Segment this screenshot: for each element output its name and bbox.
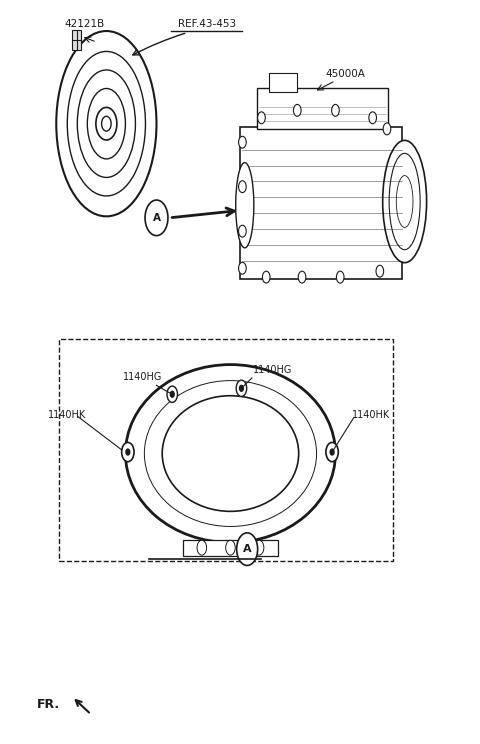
Circle shape bbox=[326, 443, 338, 462]
Circle shape bbox=[102, 116, 111, 131]
Circle shape bbox=[293, 104, 301, 116]
Circle shape bbox=[237, 533, 258, 565]
Text: FR.: FR. bbox=[37, 698, 60, 711]
Circle shape bbox=[226, 540, 235, 555]
Text: REF.43-453: REF.43-453 bbox=[178, 19, 236, 29]
Bar bbox=[269, 74, 297, 92]
Text: 1140HG: 1140HG bbox=[253, 365, 292, 375]
Circle shape bbox=[126, 449, 130, 455]
Circle shape bbox=[236, 380, 247, 397]
Bar bbox=[59, 339, 393, 561]
Circle shape bbox=[145, 200, 168, 236]
Text: 1140HK: 1140HK bbox=[48, 410, 86, 420]
Circle shape bbox=[298, 272, 306, 283]
Circle shape bbox=[121, 443, 134, 462]
Text: 45000A: 45000A bbox=[325, 69, 365, 79]
Bar bbox=[257, 88, 388, 129]
Circle shape bbox=[376, 266, 384, 277]
Circle shape bbox=[239, 181, 246, 193]
Circle shape bbox=[383, 123, 391, 135]
Circle shape bbox=[96, 107, 117, 140]
Bar bbox=[240, 127, 402, 279]
Circle shape bbox=[330, 449, 334, 455]
Circle shape bbox=[336, 272, 344, 283]
Ellipse shape bbox=[236, 163, 254, 248]
Circle shape bbox=[254, 540, 264, 555]
Text: 1140HG: 1140HG bbox=[122, 373, 162, 382]
Circle shape bbox=[240, 385, 243, 391]
Circle shape bbox=[170, 391, 174, 397]
Text: A: A bbox=[153, 213, 160, 222]
Ellipse shape bbox=[383, 141, 427, 263]
Circle shape bbox=[167, 386, 178, 403]
Circle shape bbox=[258, 112, 265, 124]
Text: A: A bbox=[243, 544, 252, 554]
Bar bbox=[183, 539, 278, 556]
Bar bbox=[72, 30, 81, 51]
Circle shape bbox=[369, 112, 376, 124]
Text: VIEW: VIEW bbox=[200, 544, 237, 557]
Text: 42121B: 42121B bbox=[65, 19, 105, 29]
Circle shape bbox=[263, 272, 270, 283]
Circle shape bbox=[239, 263, 246, 274]
Circle shape bbox=[239, 136, 246, 148]
Circle shape bbox=[239, 225, 246, 237]
Ellipse shape bbox=[56, 31, 156, 217]
Circle shape bbox=[332, 104, 339, 116]
Text: 1140HK: 1140HK bbox=[352, 410, 390, 420]
Circle shape bbox=[197, 540, 206, 555]
Ellipse shape bbox=[125, 365, 336, 542]
